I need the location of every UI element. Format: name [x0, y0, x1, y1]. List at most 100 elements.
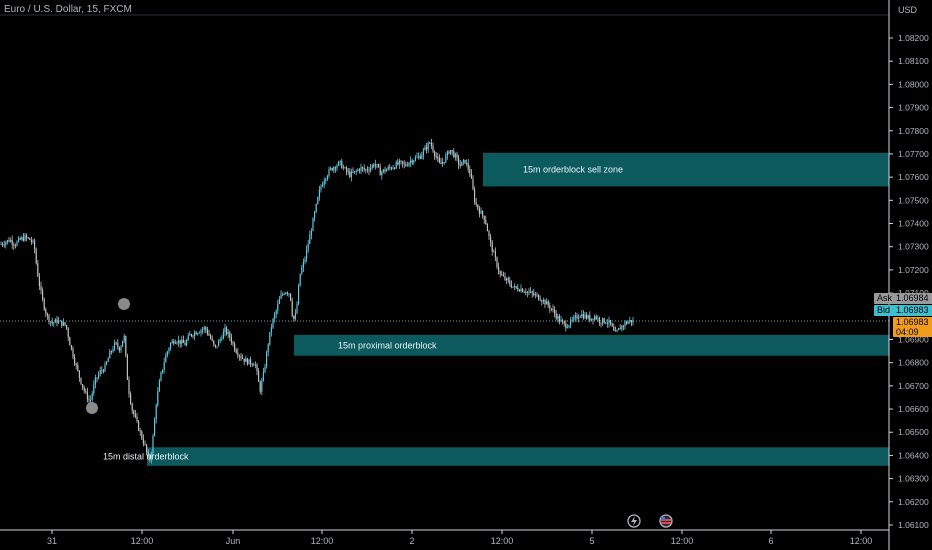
candle-body	[13, 244, 15, 246]
candle-body	[608, 319, 610, 324]
orderblock-zone[interactable]	[294, 334, 889, 356]
candle-body	[429, 142, 431, 144]
candle-body	[24, 235, 26, 241]
candle-body	[595, 316, 597, 319]
candle-body	[206, 329, 208, 334]
candle-body	[136, 416, 138, 421]
candle-body	[61, 320, 63, 326]
candle-body	[614, 330, 616, 332]
time-axis[interactable]: 31 12:00 Jun 12:00 2 12:00 5 12:00 6 12:00	[47, 530, 872, 546]
candle-body	[539, 299, 541, 301]
candle-body	[467, 163, 469, 170]
candle-body	[19, 238, 21, 240]
candle-body	[277, 303, 279, 311]
candle-body	[85, 390, 87, 392]
candle-body	[525, 292, 527, 294]
candle-body	[558, 316, 560, 322]
candle-body	[555, 313, 557, 319]
zones-layer	[147, 152, 889, 466]
candle-body	[314, 212, 316, 219]
candle-body	[579, 316, 581, 318]
candle-body	[515, 286, 517, 288]
candle-body	[387, 167, 389, 170]
candle-body	[194, 332, 196, 337]
candle-body	[214, 344, 216, 347]
candle-body	[40, 286, 42, 291]
candle-body	[198, 332, 200, 334]
candle-body	[344, 167, 346, 169]
candle-body	[203, 327, 205, 330]
candle-body	[154, 419, 156, 437]
candle-body	[570, 319, 572, 326]
candle-body	[562, 320, 564, 322]
candle-body	[27, 237, 29, 239]
candle-body	[498, 266, 500, 272]
candle-body	[458, 157, 460, 165]
orderblock-zone[interactable]	[147, 447, 889, 466]
candle-body	[267, 344, 269, 353]
candle-body	[517, 287, 519, 291]
candle-body	[418, 156, 420, 157]
candle-body	[264, 366, 266, 373]
price-tick-label: 1.08100	[898, 56, 929, 66]
candle-body	[256, 364, 258, 372]
candle-body	[163, 362, 165, 370]
candle-body	[526, 291, 528, 293]
candle-body	[195, 332, 197, 335]
candle-body	[397, 162, 399, 165]
us-flag-icon[interactable]	[659, 514, 673, 528]
candle-body	[597, 318, 599, 319]
candle-body	[48, 315, 50, 322]
candle-body	[306, 249, 308, 260]
candle-body	[576, 315, 578, 319]
candle-body	[325, 178, 327, 182]
candle-body	[347, 171, 349, 173]
candle-body	[235, 350, 237, 353]
time-tick-label: 12:00	[671, 536, 694, 546]
candle-body	[434, 151, 436, 156]
candle-body	[382, 169, 384, 172]
candle-body	[90, 399, 92, 401]
candles-layer	[0, 138, 634, 464]
candle-body	[349, 171, 351, 177]
candle-body	[616, 330, 618, 332]
candle-body	[474, 189, 476, 203]
candle-body	[37, 263, 39, 277]
candle-body	[355, 170, 357, 172]
candle-body	[118, 347, 120, 351]
candle-body	[152, 436, 154, 454]
candle-body	[421, 155, 423, 159]
candle-body	[611, 323, 613, 327]
candle-body	[202, 329, 204, 331]
swing-high-marker	[118, 298, 130, 310]
orderblock-zone[interactable]	[483, 152, 889, 187]
candle-body	[5, 242, 7, 245]
candle-body	[179, 340, 181, 344]
candle-body	[378, 164, 380, 168]
candle-body	[270, 327, 272, 333]
currency-label: USD	[898, 5, 918, 15]
candle-body	[309, 234, 311, 245]
candle-body	[350, 171, 352, 177]
candle-body	[53, 322, 55, 324]
candle-body	[437, 156, 439, 158]
candle-body	[280, 294, 282, 299]
time-tick-label: 2	[409, 536, 414, 546]
candle-body	[603, 318, 605, 323]
candle-body	[117, 343, 119, 348]
candle-body	[589, 315, 591, 321]
candle-body	[250, 359, 252, 365]
candle-body	[253, 364, 255, 366]
candle-body	[613, 326, 615, 331]
bid-value: 1.06983	[893, 305, 932, 316]
candle-body	[275, 310, 277, 315]
candle-body	[440, 162, 442, 165]
candle-body	[30, 239, 32, 242]
candle-body	[590, 318, 592, 321]
candle-body	[546, 301, 548, 305]
lightning-icon[interactable]	[627, 514, 641, 528]
candle-body	[205, 327, 207, 330]
candle-body	[69, 337, 71, 346]
candle-body	[155, 405, 157, 420]
